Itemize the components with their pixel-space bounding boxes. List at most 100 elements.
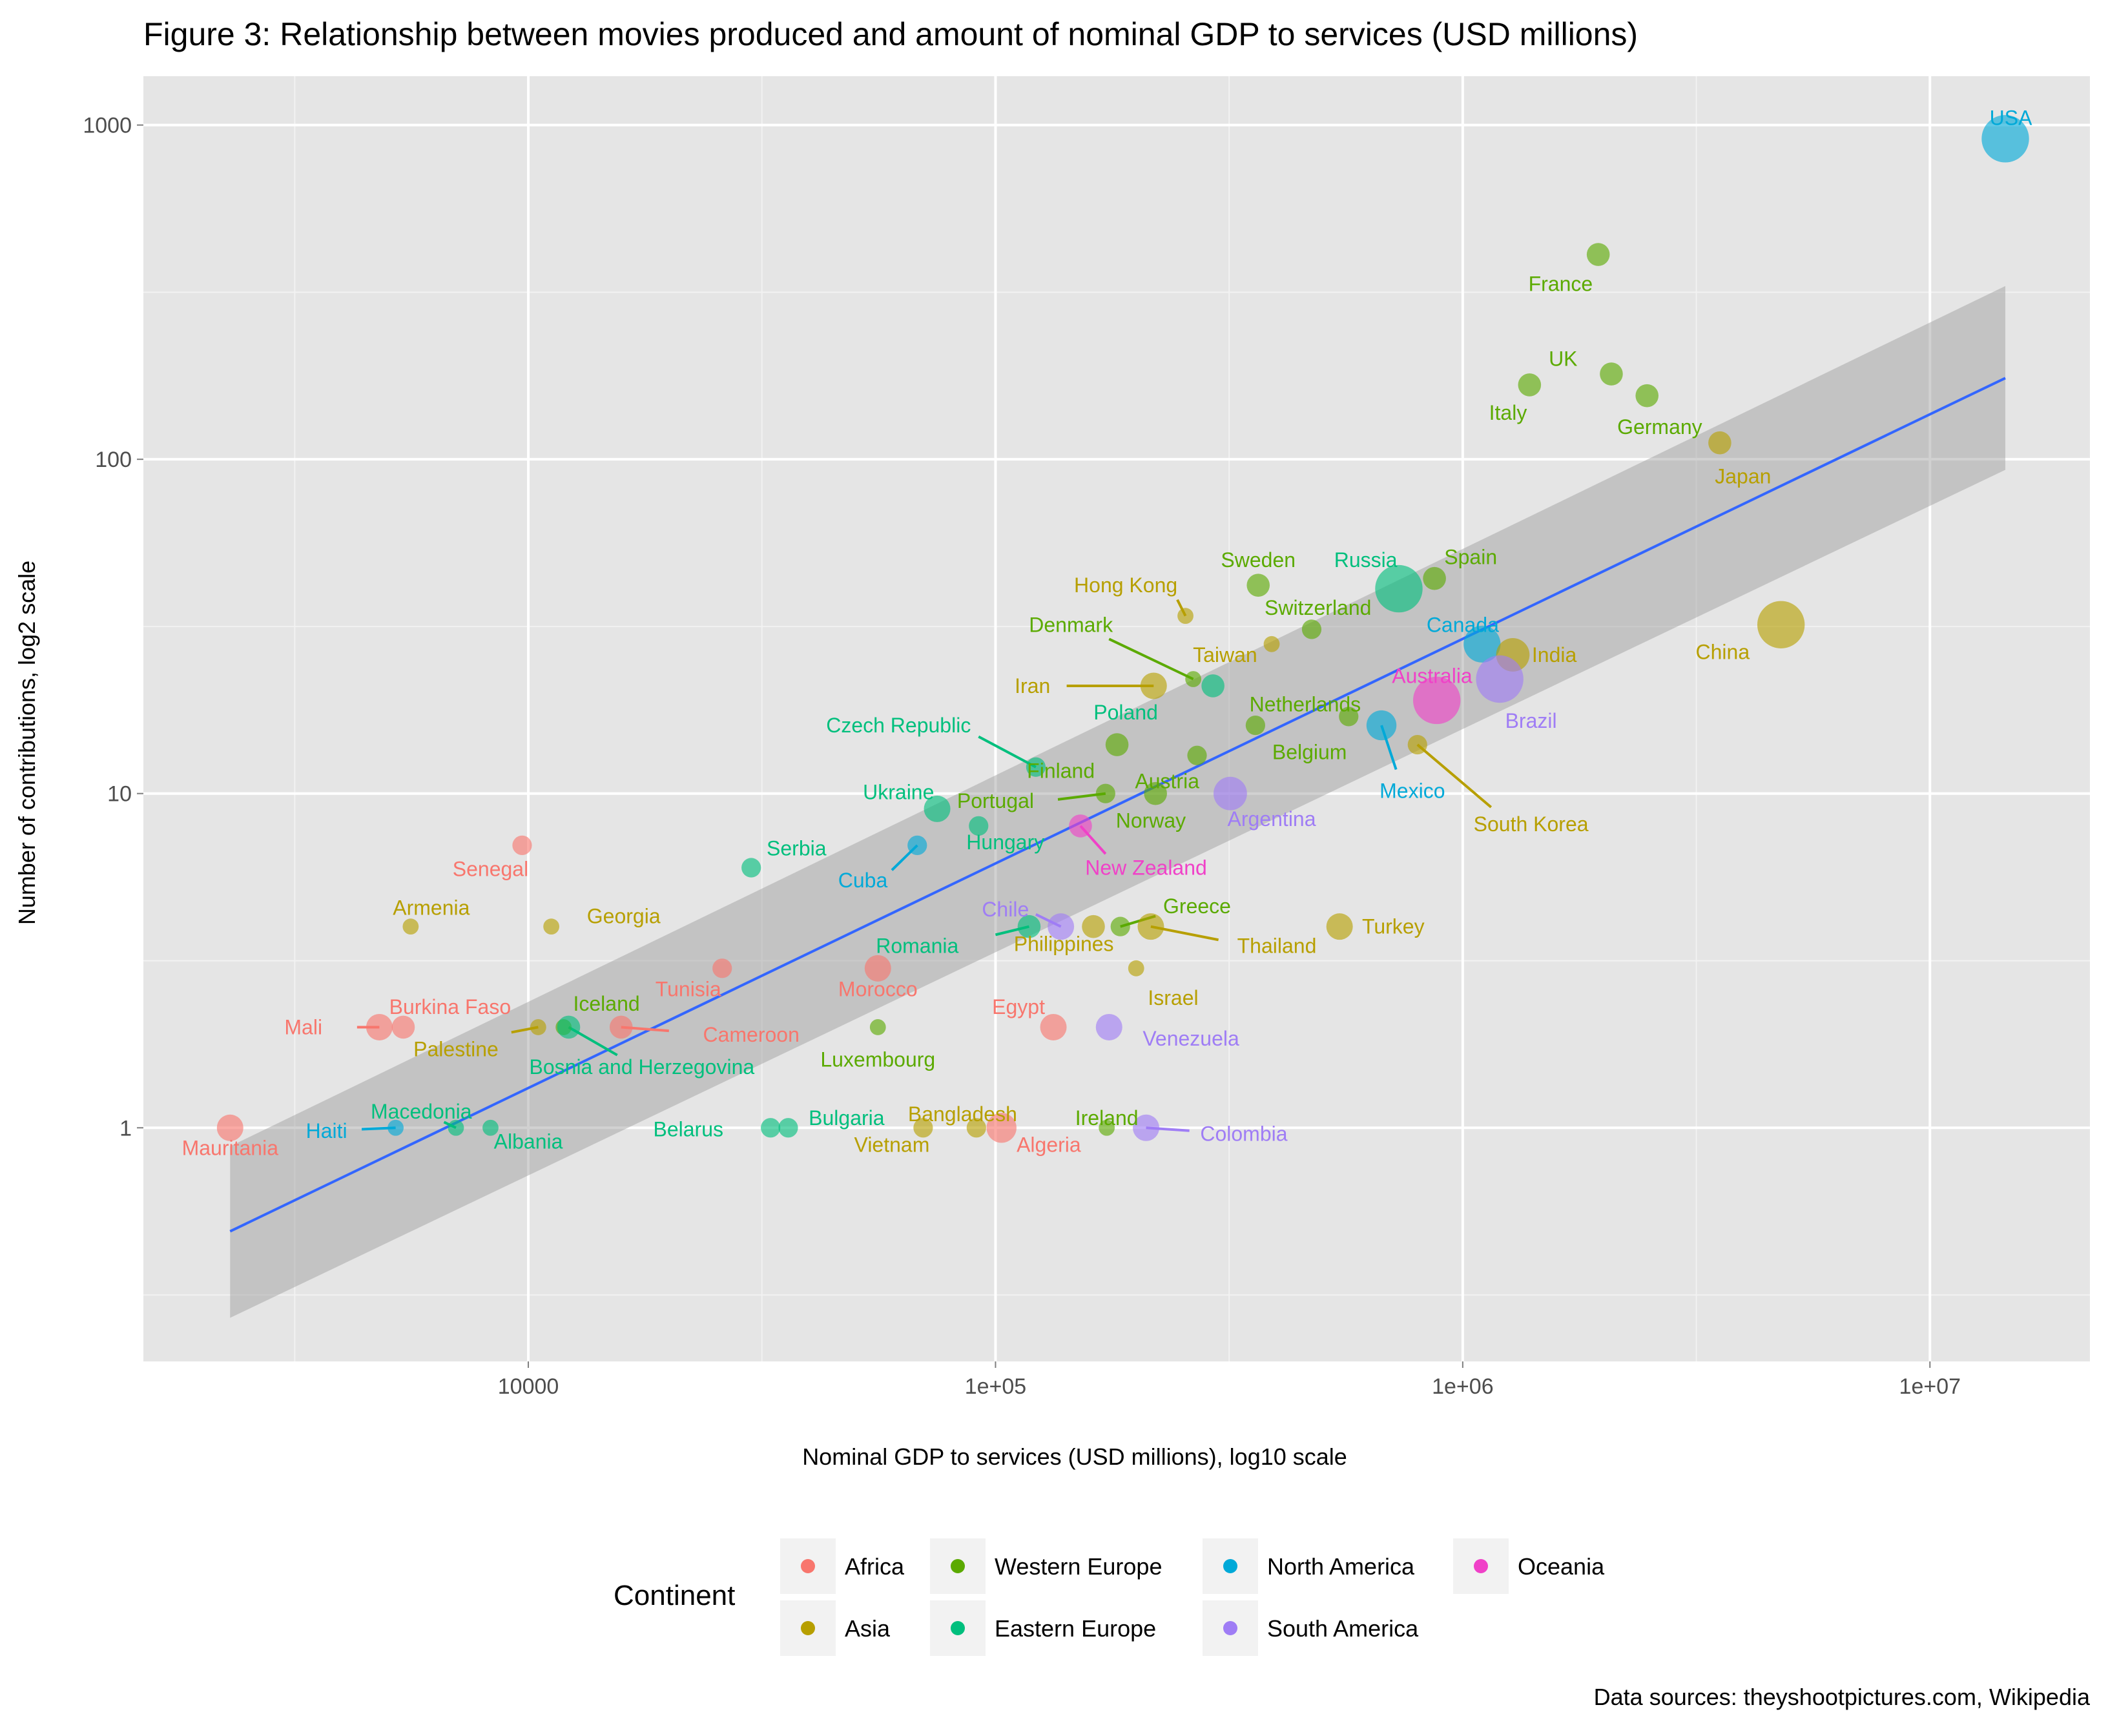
x-axis-title: Nominal GDP to services (USD millions), … xyxy=(802,1443,1347,1470)
point-label-netherlands: Netherlands xyxy=(1250,692,1361,716)
legend-label: North America xyxy=(1267,1553,1415,1580)
y-axis: 1 10 100 1000 xyxy=(83,114,143,1141)
point-label-italy: Italy xyxy=(1489,401,1527,424)
point-label-canada: Canada xyxy=(1427,613,1499,636)
point-bulgaria xyxy=(778,1118,798,1138)
point-thailand xyxy=(1137,913,1164,940)
point-poland xyxy=(1201,674,1224,698)
point-uk xyxy=(1600,362,1623,386)
point-label-ukraine: Ukraine xyxy=(863,780,934,803)
legend-item-south-america: South America xyxy=(1203,1600,1419,1656)
point-label-usa: USA xyxy=(1990,107,2032,130)
point-bangladesh xyxy=(966,1118,986,1138)
point-label-south-korea: South Korea xyxy=(1474,812,1589,836)
point-label-bosnia-and-herzegovina: Bosnia and Herzegovina xyxy=(530,1055,755,1079)
point-haiti xyxy=(388,1119,404,1136)
point-palestine xyxy=(530,1019,546,1035)
point-label-china: China xyxy=(1696,641,1750,664)
point-denmark xyxy=(1185,671,1202,687)
point-label-israel: Israel xyxy=(1148,986,1198,1009)
point-label-palestine: Palestine xyxy=(413,1037,499,1060)
legend-key-dot xyxy=(1474,1559,1488,1573)
point-algeria xyxy=(986,1113,1017,1143)
point-label-albania: Albania xyxy=(494,1130,563,1153)
point-label-czech-republic: Czech Republic xyxy=(826,714,971,737)
point-venezuela xyxy=(1095,1013,1122,1040)
y-tick-label: 100 xyxy=(95,448,132,472)
point-mauritania xyxy=(216,1114,243,1141)
point-cuba xyxy=(907,835,927,855)
point-label-cameroon: Cameroon xyxy=(703,1023,799,1046)
legend-key-dot xyxy=(1223,1621,1237,1635)
point-tunisia xyxy=(712,958,732,978)
point-label-india: India xyxy=(1532,643,1577,666)
point-label-mali: Mali xyxy=(284,1015,322,1038)
point-hong-kong xyxy=(1177,608,1194,625)
y-tick-label: 1000 xyxy=(83,114,132,138)
point-label-austria: Austria xyxy=(1135,769,1199,792)
point-label-mexico: Mexico xyxy=(1380,779,1445,802)
legend-key-dot xyxy=(801,1559,815,1573)
point-israel xyxy=(1128,960,1144,976)
point-egypt xyxy=(1040,1013,1067,1040)
legend-label: Eastern Europe xyxy=(995,1615,1156,1642)
point-sweden xyxy=(1246,574,1270,597)
x-axis: 10000 1e+05 1e+06 1e+07 xyxy=(498,1361,1961,1399)
point-portugal xyxy=(1095,783,1115,803)
point-armenia xyxy=(402,918,419,935)
point-label-macedonia: Macedonia xyxy=(371,1100,472,1123)
point-ireland xyxy=(1099,1119,1115,1136)
point-new-zealand xyxy=(1069,814,1092,838)
point-luxembourg xyxy=(869,1019,886,1035)
point-label-morocco: Morocco xyxy=(838,977,918,1000)
point-china xyxy=(1757,601,1805,648)
point-label-germany: Germany xyxy=(1617,415,1702,439)
point-label-denmark: Denmark xyxy=(1029,613,1113,636)
point-netherlands xyxy=(1339,707,1359,727)
point-label-vietnam: Vietnam xyxy=(854,1133,930,1156)
y-tick-label: 1 xyxy=(119,1116,132,1141)
legend-title: Continent xyxy=(614,1580,735,1611)
point-ukraine xyxy=(924,795,951,822)
legend-item-asia: Asia xyxy=(780,1600,891,1656)
confidence-band xyxy=(230,285,2006,1318)
point-switzerland xyxy=(1301,619,1322,639)
point-france xyxy=(1586,243,1610,266)
point-romania xyxy=(1017,914,1041,938)
point-bosnia-and-herzegovina xyxy=(557,1015,581,1039)
point-label-portugal: Portugal xyxy=(957,789,1034,812)
point-albania xyxy=(482,1119,499,1136)
point-label-chile: Chile xyxy=(982,898,1029,921)
point-taiwan xyxy=(1263,636,1280,652)
point-brazil xyxy=(1476,655,1524,703)
point-label-belarus: Belarus xyxy=(653,1118,723,1141)
point-colombia xyxy=(1133,1114,1160,1141)
point-label-thailand: Thailand xyxy=(1237,935,1317,958)
point-australia xyxy=(1413,676,1461,725)
point-senegal xyxy=(512,835,532,855)
legend-label: Oceania xyxy=(1518,1553,1605,1580)
point-label-bangladesh: Bangladesh xyxy=(908,1102,1017,1126)
point-label-greece: Greece xyxy=(1163,894,1231,918)
point-label-georgia: Georgia xyxy=(587,904,661,927)
chart-title: Figure 3: Relationship between movies pr… xyxy=(143,16,1638,52)
label-connector-czech-republic xyxy=(978,735,1037,769)
point-iran xyxy=(1140,672,1167,699)
point-greece xyxy=(1110,916,1130,936)
legend-label: Africa xyxy=(845,1553,905,1580)
point-label-japan: Japan xyxy=(1715,464,1771,488)
point-label-egypt: Egypt xyxy=(992,995,1045,1018)
point-japan xyxy=(1708,431,1731,455)
point-south-korea xyxy=(1407,734,1427,755)
legend-label: Asia xyxy=(845,1615,891,1642)
legend-item-north-america: North America xyxy=(1203,1538,1415,1594)
point-label-brazil: Brazil xyxy=(1505,709,1557,732)
data-source-caption: Data sources: theyshootpictures.com, Wik… xyxy=(1594,1684,2091,1710)
point-label-sweden: Sweden xyxy=(1221,548,1296,572)
legend-item-eastern-europe: Eastern Europe xyxy=(930,1600,1156,1656)
point-label-burkina-faso: Burkina Faso xyxy=(389,995,512,1018)
legend-item-western-europe: Western Europe xyxy=(930,1538,1162,1594)
point-label-luxembourg: Luxembourg xyxy=(820,1048,935,1071)
point-mali xyxy=(366,1013,393,1040)
